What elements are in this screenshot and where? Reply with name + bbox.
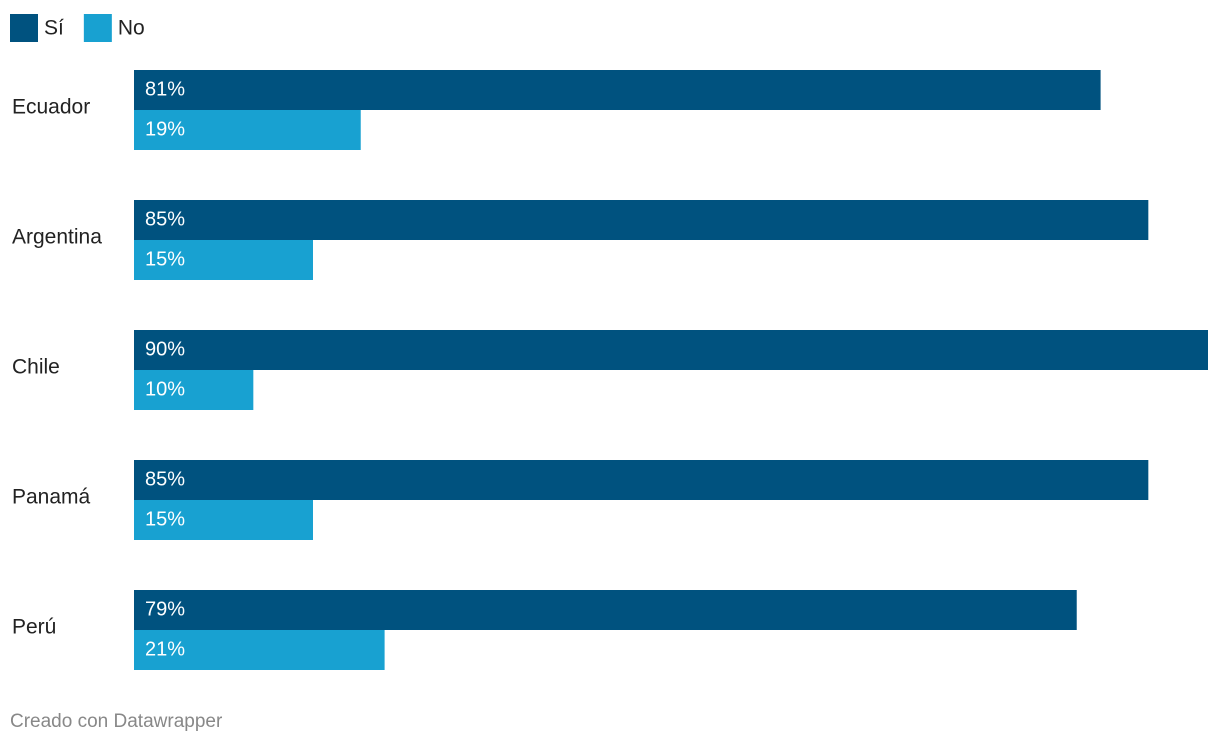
legend-swatch — [83, 14, 112, 42]
category-label: Argentina — [12, 226, 102, 249]
legend-label: No — [118, 17, 145, 40]
bar — [134, 370, 254, 410]
bar — [134, 240, 313, 280]
value-label: 10% — [145, 378, 185, 400]
bar — [134, 110, 361, 150]
value-label: 85% — [145, 208, 185, 230]
bar — [134, 200, 1149, 240]
bar — [134, 70, 1101, 110]
bar — [134, 460, 1149, 500]
value-label: 19% — [145, 118, 185, 140]
bar — [134, 590, 1077, 630]
value-label: 81% — [145, 78, 185, 100]
value-label: 21% — [145, 638, 185, 660]
value-label: 15% — [145, 508, 185, 530]
bar — [134, 500, 313, 540]
value-label: 90% — [145, 338, 185, 360]
value-label: 79% — [145, 598, 185, 620]
category-label: Perú — [12, 616, 56, 639]
category-label: Chile — [12, 356, 60, 379]
legend-swatch — [10, 14, 38, 42]
bar — [134, 330, 1208, 370]
value-label: 85% — [145, 468, 185, 490]
credit: Creado con Datawrapper — [10, 711, 223, 732]
category-label: Ecuador — [12, 96, 90, 119]
legend-label: Sí — [44, 17, 64, 40]
category-label: Panamá — [12, 486, 91, 509]
bar — [134, 630, 385, 670]
value-label: 15% — [145, 248, 185, 270]
